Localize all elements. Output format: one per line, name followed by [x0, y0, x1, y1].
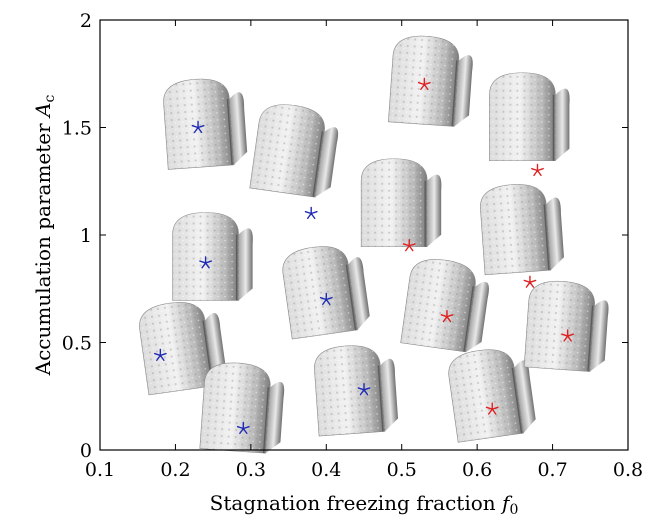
y-tick-label: 0	[80, 440, 92, 462]
y-axis-label: Accumulation parameter Ac	[31, 94, 58, 376]
ice-shape-image	[139, 302, 227, 396]
x-tick-label: 0.2	[160, 459, 190, 481]
ice-shape-image	[489, 72, 570, 162]
data-point	[236, 421, 250, 435]
data-point	[304, 206, 318, 220]
data-point	[357, 383, 371, 396]
x-tick-label: 0.6	[462, 459, 492, 481]
ice-shape-image	[360, 158, 442, 248]
y-tick-label: 1	[80, 225, 92, 247]
ice-shape-image	[314, 345, 399, 437]
axis-ticks: 0.1 0.2 0.3 0.4 0.5 0.6 0.7 0.8 0 0.5 1 1.5 2	[62, 10, 643, 481]
data-point	[402, 239, 416, 252]
ice-shape-image	[163, 78, 248, 170]
y-tick-label: 2	[80, 10, 92, 32]
ice-shape-image	[199, 362, 285, 454]
data-point	[523, 275, 537, 288]
x-tick-label: 0.8	[613, 459, 643, 481]
ice-shape-image	[172, 212, 253, 301]
ice-shape-image	[400, 259, 489, 353]
ice-shape-image	[523, 280, 609, 372]
ice-shape-image	[480, 184, 564, 276]
x-tick-label: 0.1	[85, 459, 115, 481]
data-point	[440, 310, 454, 323]
x-tick-label: 0.4	[311, 459, 341, 481]
data-markers	[153, 77, 575, 435]
data-point	[191, 120, 205, 134]
ice-shape-image	[249, 104, 339, 198]
x-tick-label: 0.3	[236, 459, 266, 481]
data-point	[561, 329, 575, 342]
data-point	[531, 163, 544, 177]
y-tick-label: 0.5	[62, 333, 92, 355]
x-axis-label: Stagnation freezing fraction f0	[210, 491, 519, 518]
y-tick-label: 1.5	[62, 118, 92, 140]
ice-shape-image	[448, 349, 536, 443]
data-point	[199, 256, 213, 269]
x-tick-label: 0.5	[387, 459, 417, 481]
x-tick-label: 0.7	[537, 459, 567, 481]
data-point	[319, 292, 333, 306]
ice-shape-image	[282, 246, 370, 340]
data-point	[153, 348, 167, 361]
ice-shape-image	[388, 35, 473, 127]
ice-shape-images	[139, 35, 609, 454]
data-point	[485, 402, 499, 415]
data-point	[417, 77, 431, 91]
